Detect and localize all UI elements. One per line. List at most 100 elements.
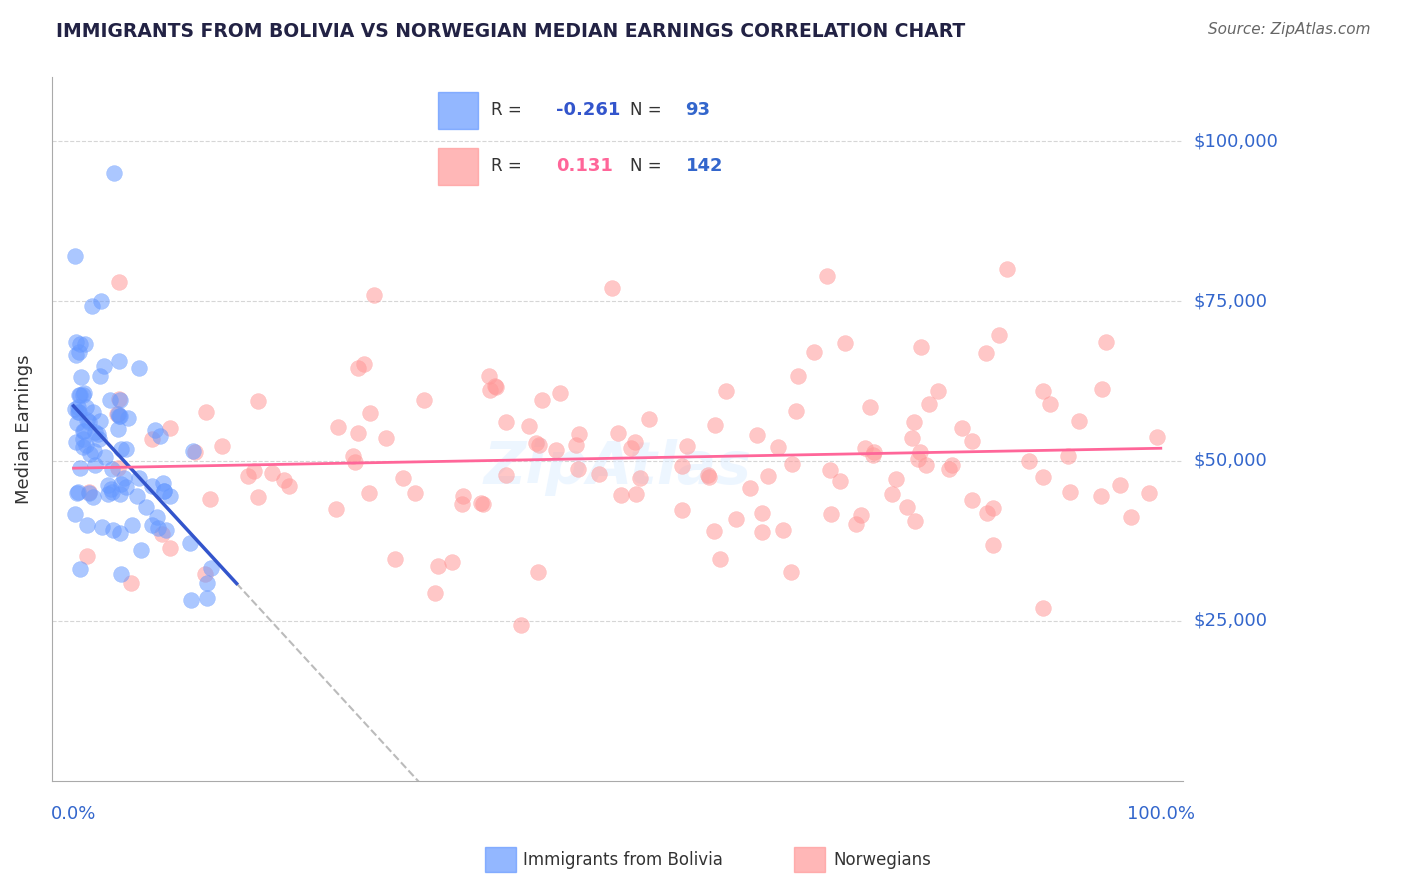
Point <box>548 386 571 401</box>
Point <box>910 445 932 459</box>
Point <box>72 388 94 402</box>
Point <box>703 524 725 539</box>
Point <box>987 327 1010 342</box>
Point <box>510 617 533 632</box>
Point <box>69 388 91 402</box>
Point <box>862 449 884 463</box>
Point <box>107 275 129 289</box>
Point <box>704 417 727 432</box>
Point <box>342 449 364 463</box>
Text: $50,000: $50,000 <box>1194 452 1267 470</box>
Point <box>714 384 737 398</box>
Point <box>1119 510 1142 524</box>
Point <box>69 562 91 576</box>
Point <box>184 445 207 459</box>
Point <box>904 514 927 528</box>
Point <box>391 471 413 485</box>
Point <box>768 441 790 455</box>
Point <box>83 444 105 458</box>
Point <box>141 517 163 532</box>
Point <box>150 527 173 541</box>
Point <box>100 482 122 496</box>
Point <box>818 462 841 476</box>
Point <box>63 401 86 416</box>
Point <box>89 368 111 383</box>
Point <box>107 460 129 475</box>
Point <box>976 506 998 520</box>
Point <box>941 458 963 473</box>
Point <box>451 497 474 511</box>
Point <box>108 392 131 406</box>
Point <box>478 368 501 383</box>
Point <box>128 361 150 376</box>
Point <box>200 561 222 575</box>
Point <box>69 337 91 351</box>
Point <box>72 432 94 446</box>
Point <box>624 486 647 500</box>
Point <box>976 346 998 360</box>
Point <box>82 490 104 504</box>
Text: -0.261: -0.261 <box>555 102 620 120</box>
Point <box>353 357 375 371</box>
Point <box>859 400 882 414</box>
Point <box>347 426 370 441</box>
Point <box>915 458 938 473</box>
Point <box>600 281 623 295</box>
Point <box>97 486 120 500</box>
Point <box>273 473 295 487</box>
Point <box>485 380 508 394</box>
Point <box>610 488 633 502</box>
Point <box>495 468 517 483</box>
Point <box>108 392 131 407</box>
Point <box>472 497 495 511</box>
Point <box>981 500 1004 515</box>
Point <box>76 518 98 533</box>
Point <box>606 425 628 440</box>
Point <box>125 489 148 503</box>
Text: 0.131: 0.131 <box>555 157 613 175</box>
Point <box>63 508 86 522</box>
Text: ZipAtlas: ZipAtlas <box>484 439 751 496</box>
Point <box>853 441 876 455</box>
Point <box>70 369 93 384</box>
Text: $25,000: $25,000 <box>1194 612 1268 630</box>
Point <box>671 503 693 517</box>
Point <box>141 478 163 492</box>
Point <box>72 424 94 438</box>
Point <box>93 359 115 373</box>
Point <box>211 439 233 453</box>
Point <box>75 400 97 414</box>
Point <box>179 535 201 549</box>
Point <box>568 427 591 442</box>
Point <box>101 462 124 476</box>
Point <box>65 348 87 362</box>
Point <box>495 415 517 429</box>
Point <box>94 450 117 465</box>
Point <box>517 418 540 433</box>
Point <box>146 510 169 524</box>
Point <box>347 361 370 376</box>
Point <box>194 567 217 582</box>
Point <box>820 507 842 521</box>
Point <box>529 438 551 452</box>
Point <box>981 539 1004 553</box>
Point <box>112 471 135 485</box>
Point <box>63 249 86 263</box>
Point <box>120 575 142 590</box>
Point <box>524 436 547 450</box>
Point <box>200 491 222 506</box>
Text: Immigrants from Bolivia: Immigrants from Bolivia <box>523 851 723 869</box>
Point <box>69 345 91 359</box>
Text: R =: R = <box>491 157 527 175</box>
Text: 93: 93 <box>686 102 710 120</box>
Point <box>1057 449 1080 463</box>
Point <box>65 335 87 350</box>
Text: R =: R = <box>491 102 527 120</box>
Text: Norwegians: Norwegians <box>834 851 932 869</box>
Point <box>108 487 131 501</box>
Point <box>159 490 181 504</box>
Point <box>709 552 731 566</box>
Text: $75,000: $75,000 <box>1194 293 1268 310</box>
Point <box>1109 478 1132 492</box>
Point <box>772 523 794 537</box>
